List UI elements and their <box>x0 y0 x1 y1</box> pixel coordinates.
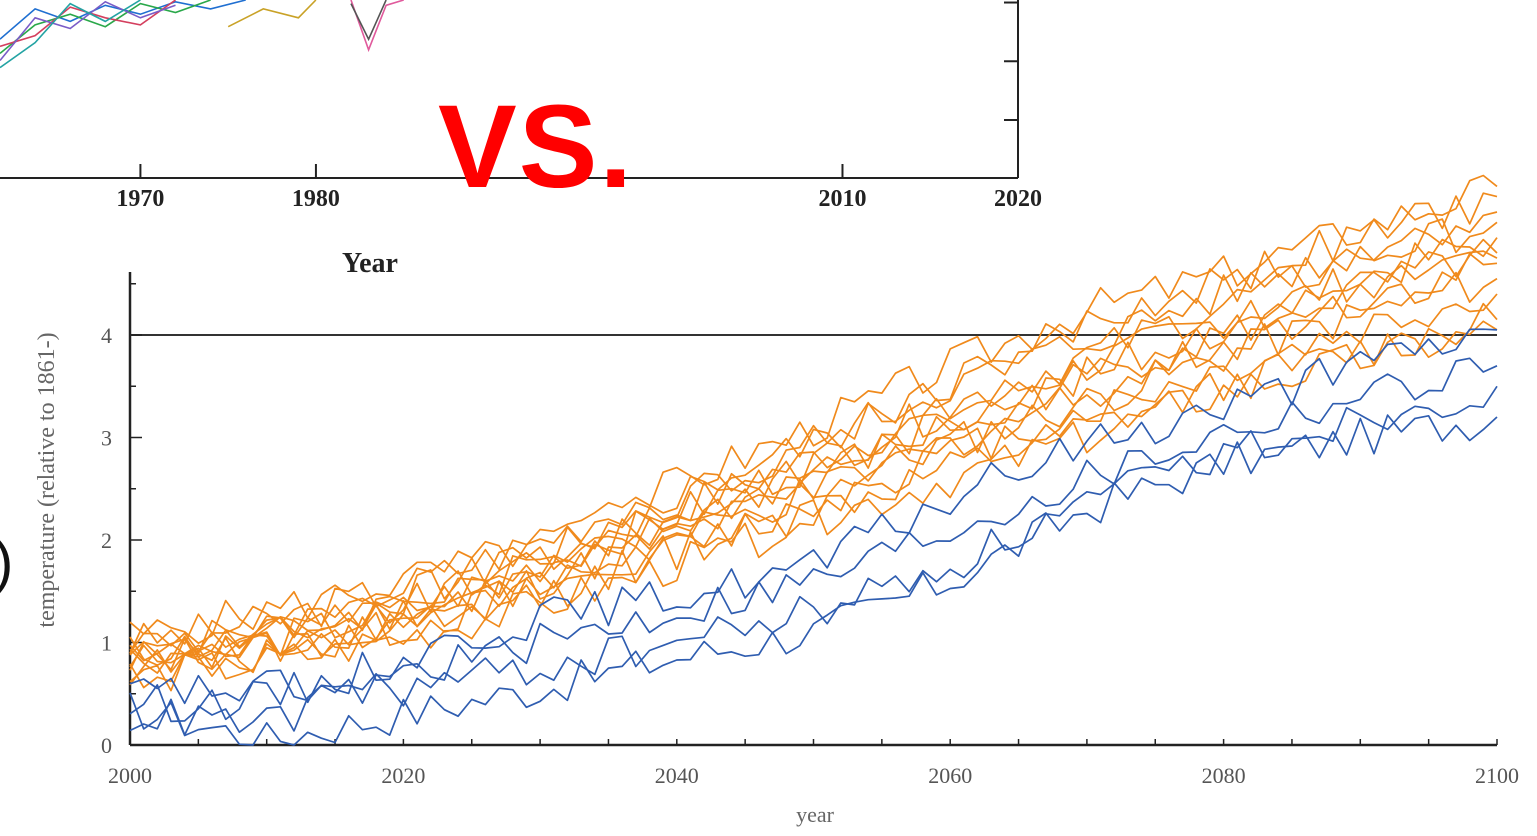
orange-series-line <box>129 174 1498 654</box>
blue-series-line <box>129 414 1498 746</box>
top-chart-series <box>0 0 404 69</box>
top-chart-x-tick-labels: 1970 1980 2010 2020 <box>116 186 1042 212</box>
main-x-tick-label: 2040 <box>655 763 699 788</box>
blue-series-line <box>129 385 1498 707</box>
blue-series-line <box>129 328 1498 723</box>
top-chart: 1970 1980 2010 2020 Year <box>0 0 1042 279</box>
main-chart: 0 1 2 3 4 2000 2020 2040 2060 2080 2100 temperatu… <box>0 174 1519 827</box>
orange-series-line <box>129 192 1498 671</box>
left-edge-paren: ) <box>0 530 13 595</box>
orange-series-line <box>129 271 1498 666</box>
top-series-line <box>0 0 176 62</box>
main-chart-y-tick-labels: 0 1 2 3 4 <box>101 323 112 758</box>
main-x-tick-label: 2020 <box>381 763 425 788</box>
orange-series-line <box>129 237 1498 662</box>
top-chart-y-ticks <box>1004 1 1018 121</box>
main-chart-series <box>129 174 1498 746</box>
top-x-tick-label: 1970 <box>116 186 164 212</box>
top-series-line <box>227 0 317 28</box>
main-y-tick-label: 1 <box>101 631 112 656</box>
main-y-tick-label: 3 <box>101 426 112 451</box>
top-series-line <box>0 0 211 55</box>
main-y-tick-label: 4 <box>101 323 112 348</box>
main-y-tick-label: 2 <box>101 528 112 553</box>
orange-series-line <box>129 302 1498 671</box>
top-series-line <box>350 0 404 53</box>
top-chart-x-ticks <box>139 164 1019 178</box>
main-y-tick-label: 0 <box>101 733 112 758</box>
main-x-tick-label: 2100 <box>1475 763 1519 788</box>
main-chart-x-tick-labels: 2000 2020 2040 2060 2080 2100 <box>108 763 1519 788</box>
top-x-tick-label: 1980 <box>292 186 340 212</box>
top-series-line <box>0 0 141 69</box>
top-chart-x-axis-label: Year <box>342 248 398 279</box>
main-chart-x-axis-label: year <box>796 802 835 827</box>
orange-series-line <box>129 320 1498 692</box>
top-x-tick-label: 2010 <box>818 186 866 212</box>
orange-series-line <box>129 252 1498 686</box>
main-chart-y-axis-label: temperature (relative to 1861-) <box>34 332 60 627</box>
blue-series-line <box>129 357 1498 736</box>
orange-series-line <box>129 250 1498 654</box>
main-x-tick-label: 2000 <box>108 763 152 788</box>
vs-overlay-label: VS. <box>438 81 635 213</box>
top-x-tick-label: 2020 <box>994 186 1042 212</box>
orange-series-line <box>129 238 1498 668</box>
main-x-tick-label: 2060 <box>928 763 972 788</box>
top-series-line <box>350 0 387 42</box>
main-x-tick-label: 2080 <box>1202 763 1246 788</box>
